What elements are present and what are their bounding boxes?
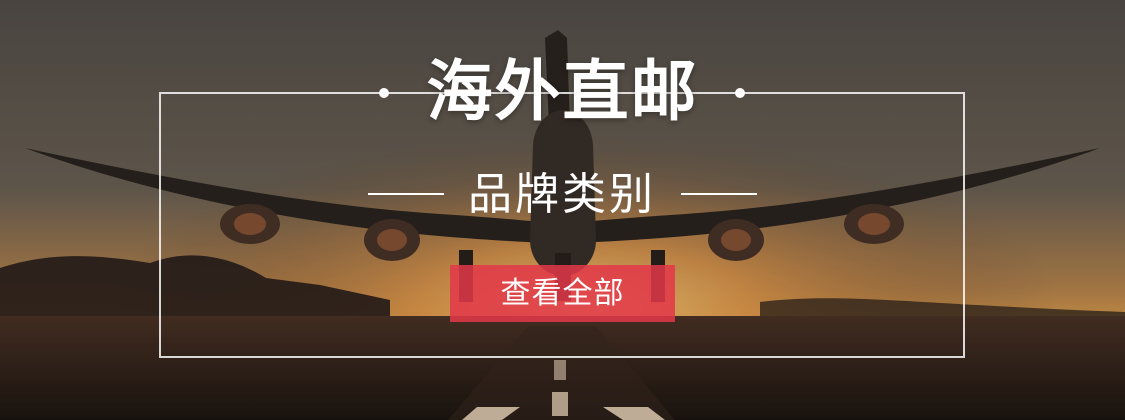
banner-title: 海外直邮 [426,53,699,130]
title-right-dot [735,88,745,98]
title-left-dot [379,88,389,98]
subtitle-right-rule [681,193,757,195]
subtitle-left-rule [368,193,444,195]
view-all-button[interactable]: 查看全部 [450,265,675,322]
outline-frame [159,92,965,358]
banner-subtitle: 品牌类别 [468,169,656,220]
